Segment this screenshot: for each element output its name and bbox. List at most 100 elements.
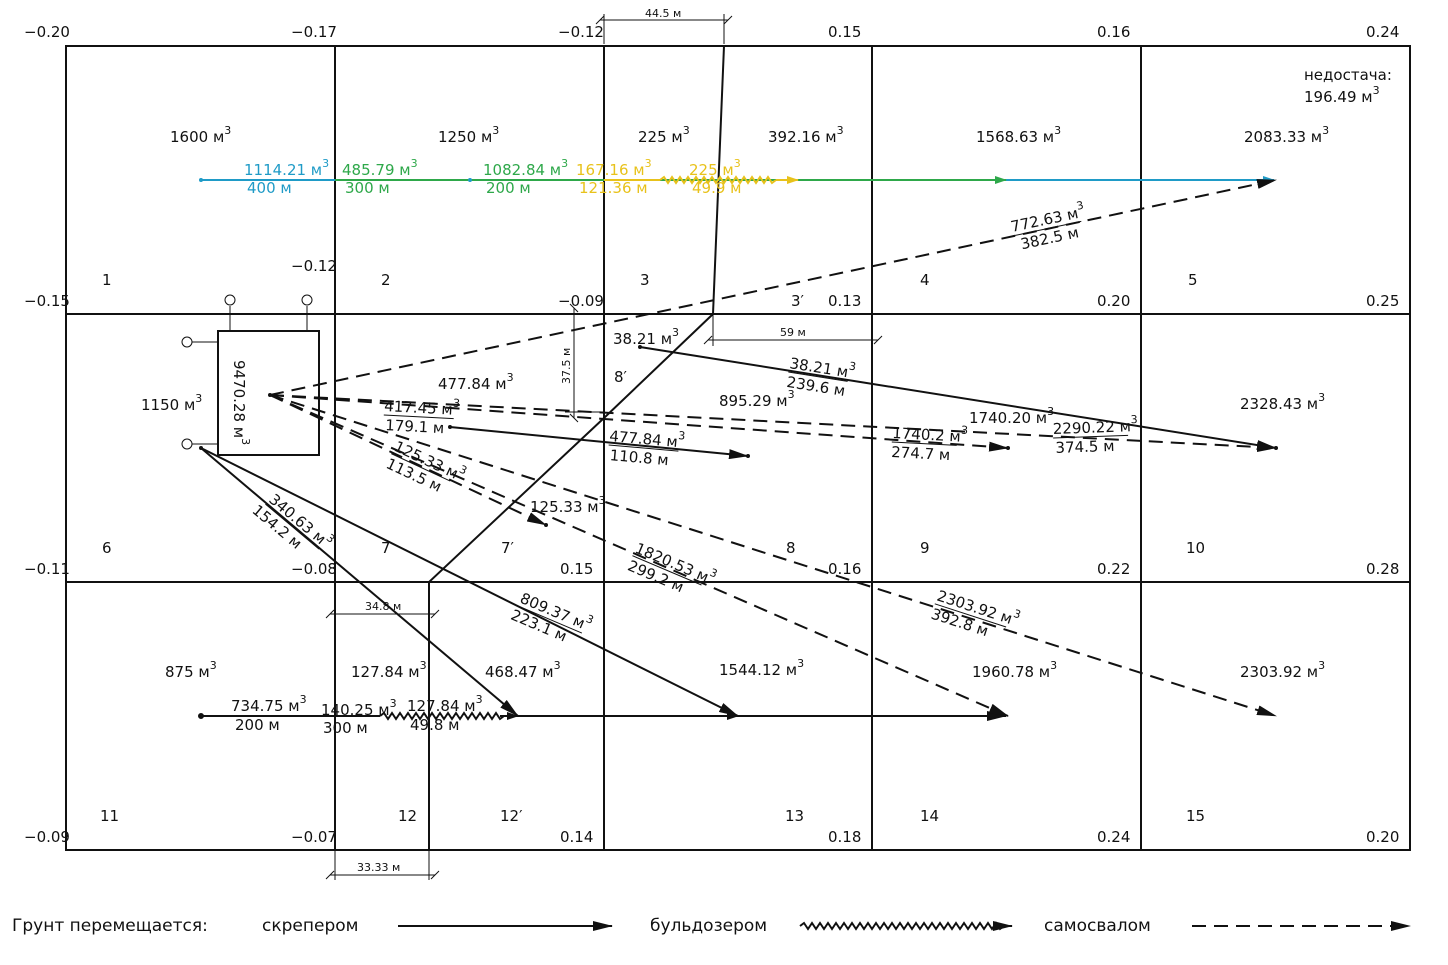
legend-scraper-label: скрепером <box>262 916 358 936</box>
dimension-label: 37.5 м <box>560 348 573 384</box>
flow-volume: 167.16 м3 <box>576 157 652 179</box>
cell-number: 14 <box>920 807 939 825</box>
arrow-distance: 374.5 м <box>1055 437 1115 457</box>
cell-number: 7′ <box>501 539 515 557</box>
corner-mark: 0.15 <box>560 560 593 578</box>
shortage-note: недостача: 196.49 м3 <box>1304 66 1392 106</box>
cell-volume: 1544.12 м3 <box>719 657 804 679</box>
cell-number: 3′ <box>791 292 805 310</box>
cell-number: 3 <box>640 271 650 289</box>
corner-mark: −0.15 <box>24 292 70 310</box>
flow-distance: 200 м <box>486 179 531 197</box>
cell-volume: 875 м3 <box>165 659 217 681</box>
flow-volume: 140.25 м3 <box>321 697 397 719</box>
shortage-label: недостача: <box>1304 66 1392 84</box>
reserve-box: 9470.28 м3 <box>181 294 320 456</box>
cell-number: 7 <box>381 539 391 557</box>
flow-volume: 734.75 м3 <box>231 693 307 715</box>
corner-mark: 0.24 <box>1366 23 1399 41</box>
flow-distance: 49.9 м <box>692 179 741 197</box>
cell-number: 12 <box>398 807 417 825</box>
cell-number: 13 <box>785 807 804 825</box>
corner-mark: 0.20 <box>1366 828 1399 846</box>
cell-volume: 1740.20 м3 <box>969 405 1054 427</box>
cell-numbers: 1 2 3 3′ 4 5 6 7 7′ 8′ 8 9 10 11 12 12′ … <box>100 271 1205 825</box>
cell-number: 1 <box>102 271 112 289</box>
corner-mark: −0.07 <box>291 828 337 846</box>
flow-volume: 485.79 м3 <box>342 157 418 179</box>
cell-number: 2 <box>381 271 391 289</box>
cell-volume: 1568.63 м3 <box>976 124 1061 146</box>
flow-volume: 127.84 м3 <box>407 693 483 715</box>
row1-flows: 1114.21 м3 400 м 485.79 м3 300 м 1082.84… <box>199 157 1275 197</box>
corner-mark: −0.12 <box>291 257 337 275</box>
corner-mark: 0.20 <box>1097 292 1130 310</box>
transport-arrows <box>200 179 1277 717</box>
arrow-volume: 477.84 м3 <box>609 423 686 452</box>
dimensions <box>325 14 883 880</box>
cell-volume: 225 м3 <box>638 124 690 146</box>
cell-volume: 1600 м3 <box>170 124 231 146</box>
flow-distance: 400 м <box>247 179 292 197</box>
cell-number: 8 <box>786 539 796 557</box>
legend-title: Грунт перемещается: <box>12 916 208 936</box>
cell-number: 15 <box>1186 807 1205 825</box>
cell-volume: 477.84 м3 <box>438 371 514 393</box>
cell-number: 10 <box>1186 539 1205 557</box>
dimension-label: 44.5 м <box>645 7 681 20</box>
cell-volume: 2303.92 м3 <box>1240 659 1325 681</box>
shortage-value: 196.49 м3 <box>1304 84 1380 106</box>
corner-mark: 0.16 <box>1097 23 1130 41</box>
corner-mark: −0.08 <box>291 560 337 578</box>
flow-distance: 49.8 м <box>410 716 459 734</box>
cell-number: 6 <box>102 539 112 557</box>
cell-volume: 38.21 м3 <box>613 326 679 348</box>
arrow-volume: 417.45 м3 <box>384 393 461 419</box>
reserve-volume: 9470.28 м3 <box>230 360 252 445</box>
corner-mark: −0.09 <box>24 828 70 846</box>
corner-mark: 0.24 <box>1097 828 1130 846</box>
corner-mark: 0.14 <box>560 828 593 846</box>
corner-mark: −0.11 <box>24 560 70 578</box>
dimension-labels: 44.5 м 59 м 37.5 м 34.8 м 33.33 м <box>357 7 806 874</box>
cell-number: 8′ <box>614 368 628 386</box>
dimension-label: 34.8 м <box>365 600 401 613</box>
corner-mark: −0.20 <box>24 23 70 41</box>
corner-marks: −0.20 −0.17 −0.12 0.15 0.16 0.24 −0.15 −… <box>24 23 1399 846</box>
corner-mark: 0.15 <box>828 23 861 41</box>
cell-number: 9 <box>920 539 930 557</box>
flow-volume: 1114.21 м3 <box>244 157 329 179</box>
cell-volume: 468.47 м3 <box>485 659 561 681</box>
cell-volume: 127.84 м3 <box>351 659 427 681</box>
legend: Грунт перемещается: скрепером бульдозеро… <box>12 916 1411 936</box>
corner-mark: 0.25 <box>1366 292 1399 310</box>
corner-mark: 0.22 <box>1097 560 1130 578</box>
cell-volume: 2328.43 м3 <box>1240 391 1325 413</box>
corner-mark: −0.17 <box>291 23 337 41</box>
cell-volume: 1250 м3 <box>438 124 499 146</box>
arrow-distance: 110.8 м <box>609 446 669 469</box>
cell-number: 4 <box>920 271 930 289</box>
dimension-label: 33.33 м <box>357 861 400 874</box>
cell-volume: 1960.78 м3 <box>972 659 1057 681</box>
corner-mark: −0.09 <box>558 292 604 310</box>
arrow-volume: 125.33 м3 <box>530 494 606 516</box>
corner-mark: 0.28 <box>1366 560 1399 578</box>
corner-mark: 0.16 <box>828 560 861 578</box>
legend-bulldozer-line <box>799 921 1013 931</box>
flow-volume: 225 м3 <box>689 157 741 179</box>
flow-distance: 200 м <box>235 716 280 734</box>
arrow-distance: 274.7 м <box>891 443 951 464</box>
arrow-dots <box>199 345 1278 527</box>
row3-flows <box>198 711 1007 721</box>
corner-mark: 0.13 <box>828 292 861 310</box>
flow-volume: 1082.84 м3 <box>483 157 568 179</box>
arrow-volume: 2290.22 м3 <box>1052 413 1138 438</box>
flow-distance: 300 м <box>345 179 390 197</box>
dimension-label: 59 м <box>780 326 806 339</box>
legend-bulldozer-label: бульдозером <box>650 916 767 936</box>
row3-flow-labels: 734.75 м3 200 м 140.25 м3 300 м 127.84 м… <box>231 693 483 737</box>
flow-distance: 121.36 м <box>579 179 648 197</box>
cell-volume: 895.29 м3 <box>719 388 795 410</box>
